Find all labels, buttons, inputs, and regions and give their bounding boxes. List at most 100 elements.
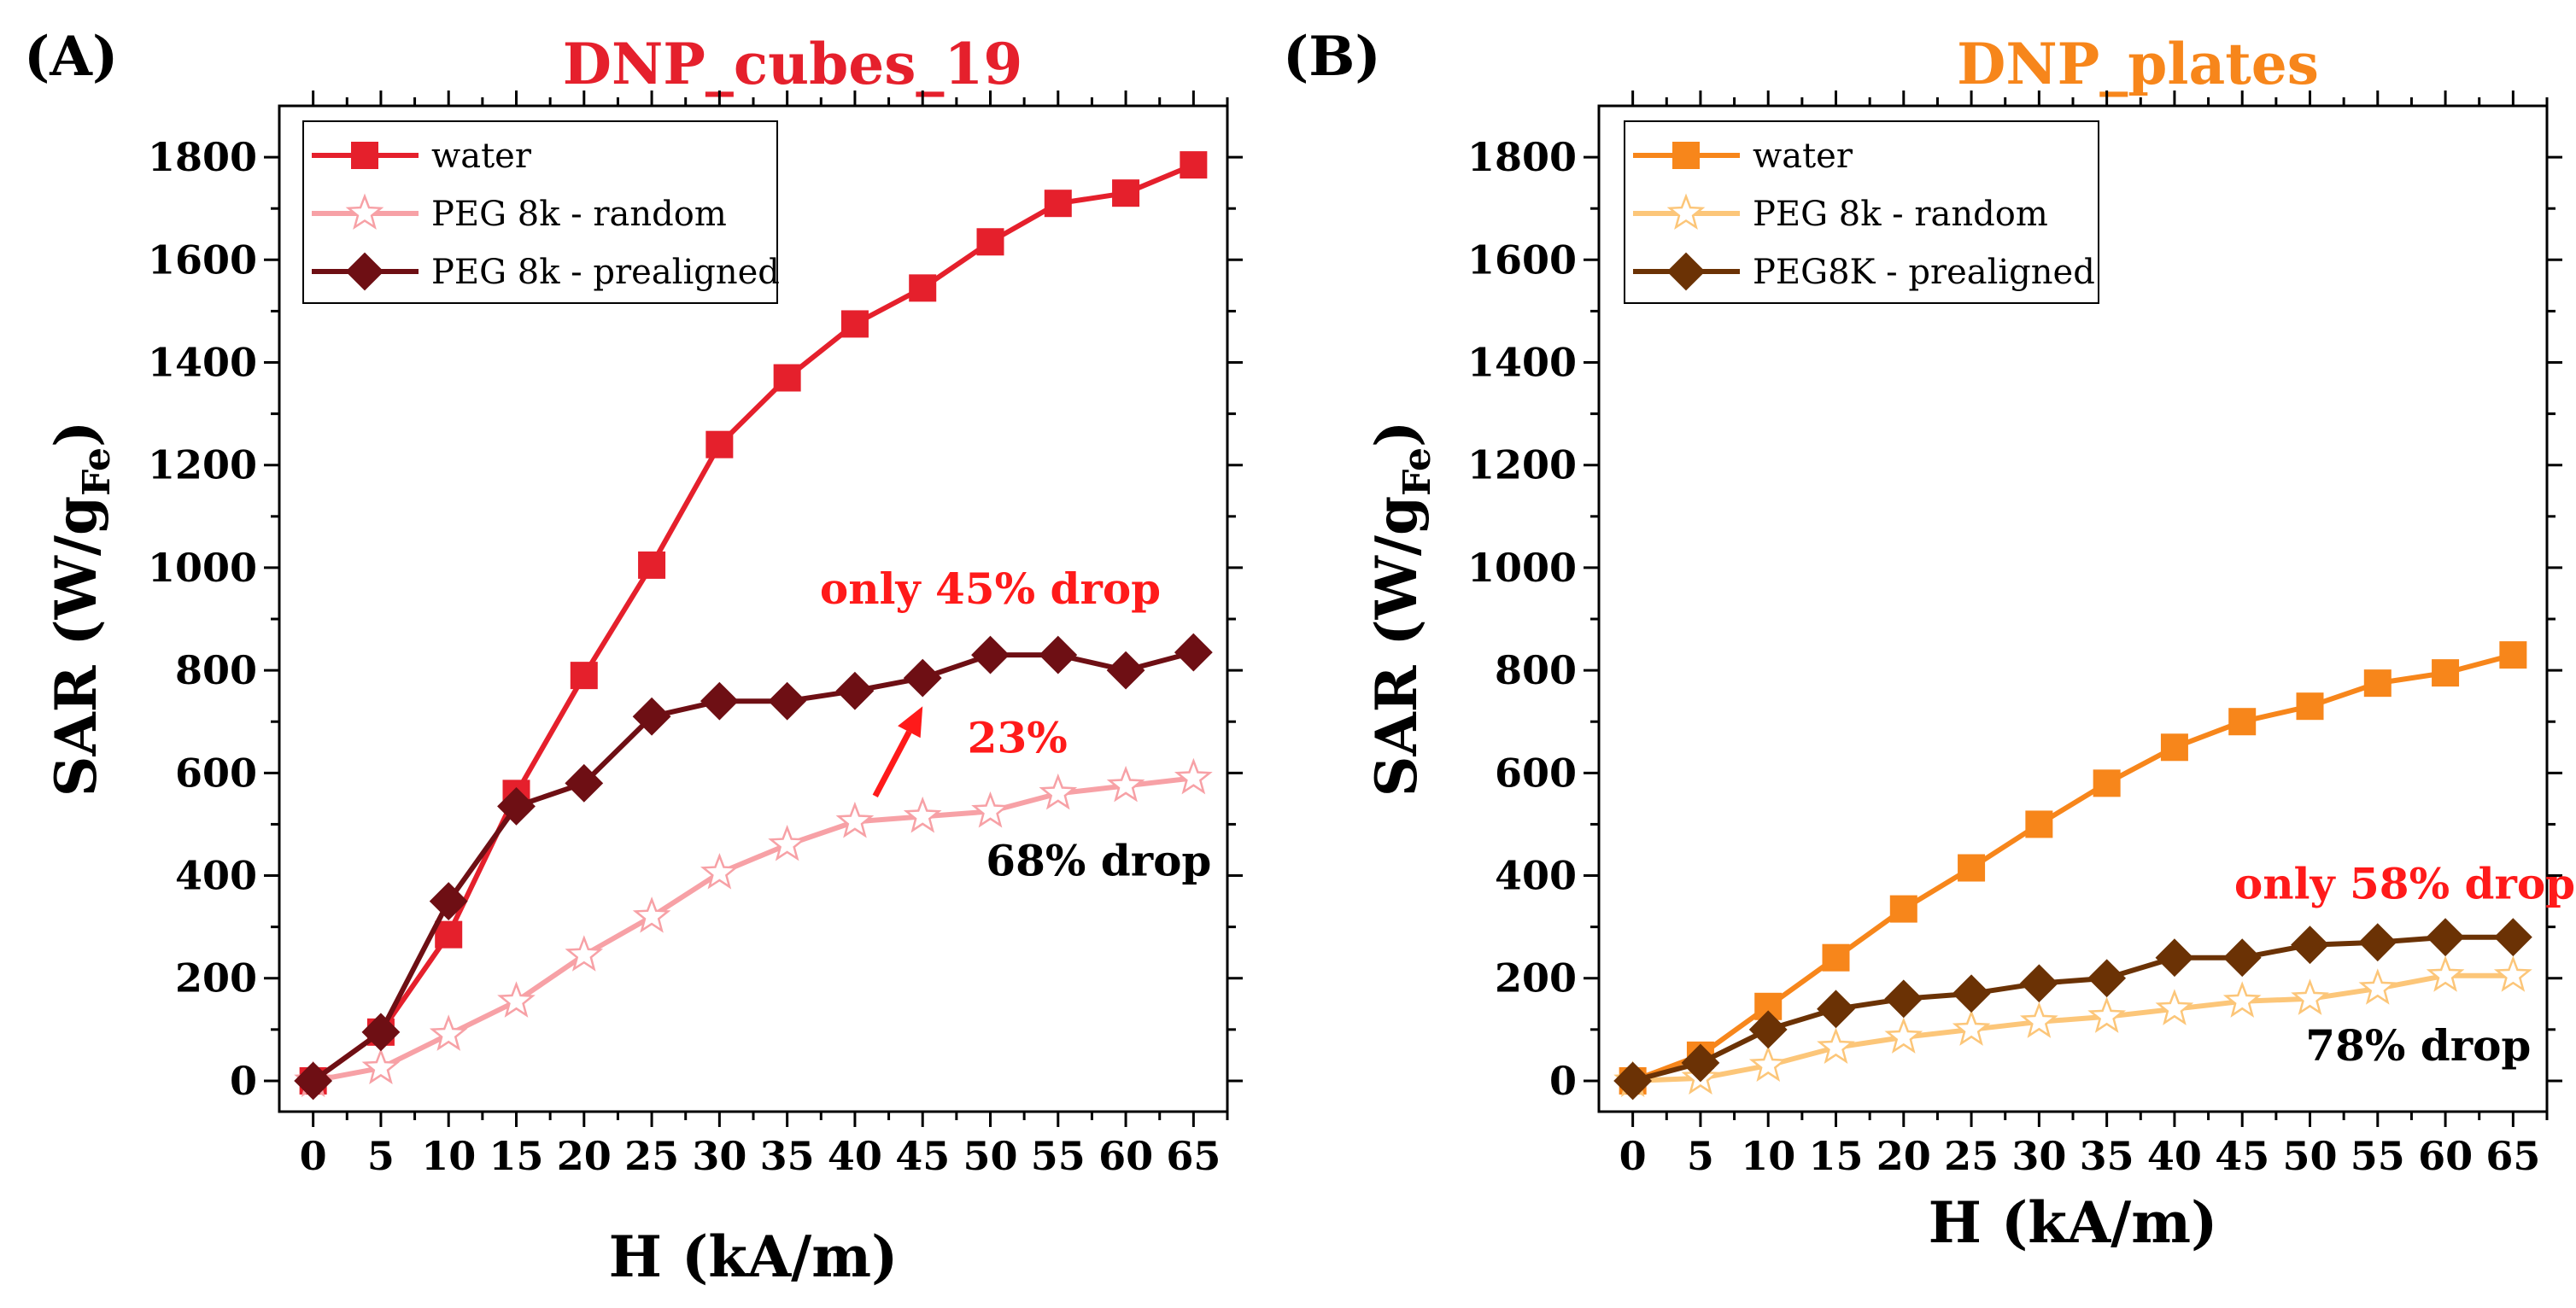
y-tick-label: 200 [1495,955,1577,1001]
annotation-label: 23% [968,712,1068,762]
annotation-label: 68% drop [986,836,1211,886]
y-tick-label: 600 [1495,750,1577,796]
panel-b: (B) DNP_plates 0 5 10 15 20 25 30 35 40 45 50 55 60 6… [1283,25,2575,1256]
x-tick-label: 0 [1619,1133,1647,1179]
data-point-square [2093,769,2121,797]
data-point-star [1884,1017,1923,1054]
series-star [294,757,1213,1097]
data-point-diamond [2291,926,2329,965]
data-point-square [1822,943,1850,972]
legend-swatch-marker [345,193,384,231]
panel-b-y-axis-title-sub: Fe [1396,447,1439,496]
data-point-square [2160,733,2188,762]
legend-item: water [312,137,532,176]
panel-a-tag: (A) [24,25,118,89]
legend-label: PEG8K - prealigned [1753,253,2095,292]
data-point-star [1106,765,1145,803]
data-point-square [638,551,666,579]
y-tick-label: 0 [230,1058,257,1104]
data-point-square [2432,659,2460,687]
data-point-star [2155,989,2194,1025]
data-point-star [1039,773,1078,810]
y-tick-label: 0 [1549,1058,1577,1104]
data-point-diamond [565,763,604,803]
panel-a-y-axis-title: SAR (W/gFe) [43,421,119,797]
panel-b-y-axis-title-close: ) [1363,421,1430,447]
x-tick-label: 60 [2418,1133,2473,1179]
panel-a-ticks: 0 5 10 15 20 25 30 35 40 45 50 55 60 6502004006008001… [148,91,1243,1179]
x-tick-label: 10 [1741,1133,1795,1179]
y-tick-label: 1400 [1467,340,1577,386]
legend-label: PEG 8k - random [431,195,727,234]
data-point-diamond [2019,964,2058,1003]
data-point-star [971,791,1010,828]
x-tick-label: 40 [2147,1133,2202,1179]
legend-label: PEG 8k - prealigned [431,253,780,292]
data-point-diamond [1613,1061,1653,1101]
data-point-star [2291,978,2329,1015]
panel-a-y-axis-title-sub: Fe [75,447,119,496]
data-point-star [2426,955,2465,992]
data-point-star [1817,1027,1855,1064]
panel-b-series [1613,641,2532,1101]
legend-label: water [431,137,532,176]
y-tick-label: 1200 [148,442,257,488]
annotation-label: only 45% drop [820,563,1161,614]
data-point-star [1748,1045,1788,1082]
data-point-diamond [1748,1010,1788,1049]
x-tick-label: 25 [1944,1133,1999,1179]
data-point-diamond [2358,923,2397,962]
x-tick-label: 45 [2215,1133,2269,1179]
panel-b-y-axis-title-main: SAR (W/g [1363,496,1430,797]
data-point-diamond [768,681,807,721]
data-point-square [1112,179,1140,207]
x-tick-label: 0 [300,1133,327,1179]
data-point-square [773,364,801,392]
data-point-diamond [700,681,739,721]
data-point-star [565,935,604,972]
x-tick-label: 15 [1808,1133,1863,1179]
annotation-label: 78% drop [2305,1020,2531,1071]
data-point-star [2222,981,2262,1018]
data-point-star [835,801,875,838]
data-point-square [2025,810,2053,838]
legend-item: PEG 8k - prealigned [312,252,780,292]
panel-b-ticks: 0 5 10 15 20 25 30 35 40 45 50 55 60 6502004006008001… [1467,91,2562,1179]
series-diamond [294,633,1213,1101]
y-tick-label: 800 [175,647,257,693]
y-tick-label: 1200 [1467,442,1577,488]
data-point-diamond [1884,979,1923,1019]
legend-swatch-marker [1666,252,1706,291]
data-point-square [976,228,1004,256]
data-point-square [2228,708,2257,736]
x-tick-label: 20 [1876,1133,1931,1179]
data-point-star [632,896,671,933]
panel-b-tag: (B) [1283,25,1381,89]
data-point-diamond [294,1061,333,1101]
x-tick-label: 65 [2485,1133,2540,1179]
legend-swatch-marker [1672,142,1700,169]
y-tick-label: 1800 [148,134,257,180]
y-tick-label: 1000 [1467,545,1577,591]
data-point-diamond [835,671,875,710]
data-point-star [2493,955,2532,992]
panel-b-title: DNP_plates [1957,31,2319,97]
panel-b-annotations: only 58% drop 78% drop [2234,859,2575,1071]
panel-a-y-axis-title-close: ) [43,421,109,447]
data-point-square [705,430,734,458]
data-point-star [903,796,942,833]
data-point-diamond [429,882,468,920]
data-point-star [2087,996,2127,1033]
data-point-star [429,1014,468,1051]
data-point-diamond [1681,1043,1720,1083]
x-tick-label: 5 [1687,1133,1714,1179]
x-tick-label: 10 [421,1133,476,1179]
x-tick-label: 20 [557,1133,612,1179]
data-point-diamond [1039,635,1078,674]
legend-swatch-marker [1666,193,1706,231]
data-point-square [840,310,869,338]
x-tick-label: 50 [2282,1133,2337,1179]
x-tick-label: 25 [624,1133,679,1179]
panel-b-y-axis-title: SAR (W/gFe) [1363,421,1439,797]
data-point-diamond [2087,959,2127,998]
